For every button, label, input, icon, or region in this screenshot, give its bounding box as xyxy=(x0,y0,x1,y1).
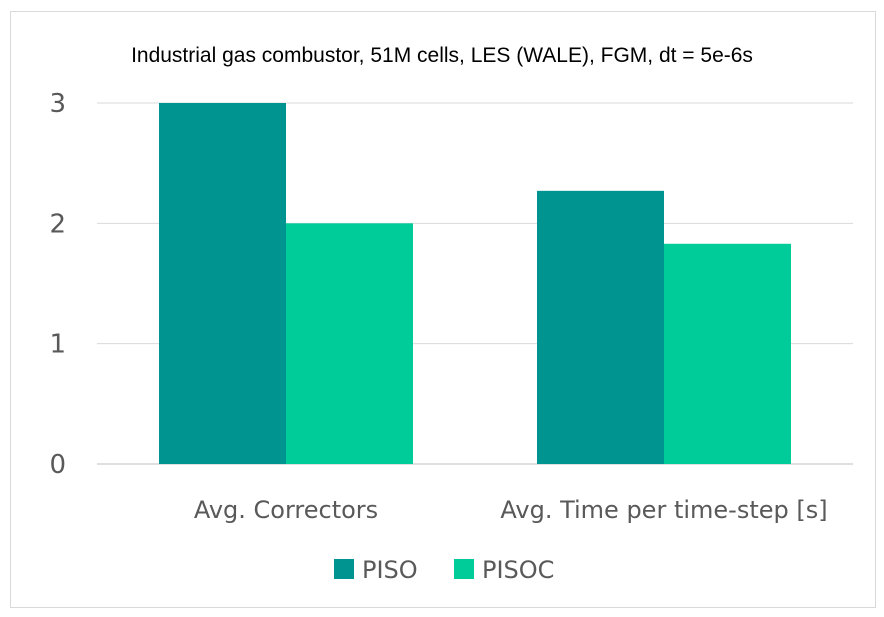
bar-piso-1 xyxy=(537,190,664,465)
y-tick-label-1: 1 xyxy=(49,330,66,360)
legend-label-piso: PISO xyxy=(362,556,418,584)
chart-title: Industrial gas combustor, 51M cells, LES… xyxy=(131,44,753,67)
legend: PISO PISOC xyxy=(334,556,554,584)
legend-label-pisoc: PISOC xyxy=(482,556,554,584)
bar-pisoc-1 xyxy=(664,243,791,464)
bar-piso-0 xyxy=(159,103,286,464)
x-category-label-0: Avg. Correctors xyxy=(194,496,378,524)
y-tick-label-0: 0 xyxy=(49,450,66,480)
y-tick-label-2: 2 xyxy=(49,209,66,239)
bars xyxy=(159,103,791,465)
legend-swatch-pisoc xyxy=(454,559,474,579)
legend-swatch-piso xyxy=(334,559,354,579)
axis: 0 1 2 3 Avg. Correctors Avg. Time per time-st… xyxy=(49,89,827,524)
bar-pisoc-0 xyxy=(286,223,413,464)
x-category-label-1: Avg. Time per time-step [s] xyxy=(500,496,827,524)
y-tick-label-3: 3 xyxy=(49,89,66,119)
